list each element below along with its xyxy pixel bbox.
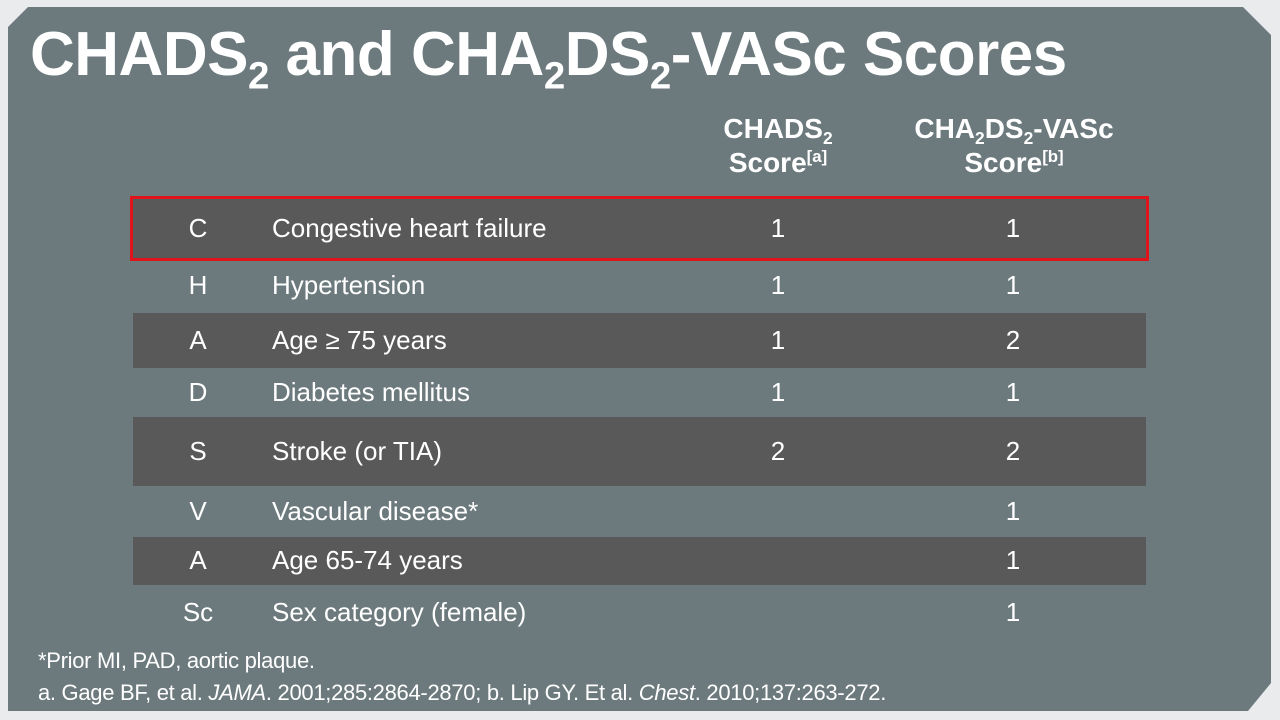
table-row-diabetes: D Diabetes mellitus 1 1 — [133, 368, 1146, 417]
row-label: Hypertension — [272, 269, 426, 300]
vasc-score: 1 — [1005, 544, 1021, 575]
row-label: Age ≥ 75 years — [272, 324, 447, 355]
vasc-score: 2 — [1005, 324, 1021, 355]
table-row-congestive-heart-failure: C Congestive heart failure 1 1 — [130, 196, 1149, 261]
column-header-cha2ds2-vasc: CHA2DS2-VASc Score[b] — [914, 113, 1114, 178]
column-header-chads2: CHADS2 Score[a] — [723, 113, 833, 178]
vasc-score: 1 — [1005, 269, 1021, 300]
row-label: Stroke (or TIA) — [272, 435, 443, 466]
vasc-score: 1 — [1005, 596, 1021, 627]
row-label: Age 65-74 years — [272, 544, 463, 575]
row-letter: Sc — [182, 596, 214, 627]
row-letter: A — [189, 324, 207, 355]
vasc-score: 1 — [1005, 212, 1021, 243]
chads2-score: 1 — [770, 269, 786, 300]
footnote-asterisk: *Prior MI, PAD, aortic plaque. — [38, 648, 315, 673]
table-row-vascular-disease: V Vascular disease* 1 — [133, 486, 1146, 537]
row-letter: A — [189, 544, 207, 575]
table-row-age-75: A Age ≥ 75 years 1 2 — [133, 313, 1146, 368]
vasc-score: 1 — [1005, 376, 1021, 407]
footnote-references: a. Gage BF, et al. JAMA. 2001;285:2864-2… — [38, 680, 887, 705]
row-letter: C — [188, 212, 208, 243]
row-label: Vascular disease* — [272, 495, 479, 526]
chads2-score: 2 — [770, 435, 786, 466]
table-row-sex-category: Sc Sex category (female) 1 — [133, 585, 1146, 641]
table-row-stroke: S Stroke (or TIA) 2 2 — [133, 417, 1146, 486]
table-row-hypertension: H Hypertension 1 1 — [133, 258, 1146, 313]
row-label: Sex category (female) — [272, 596, 527, 627]
chads2-score: 1 — [770, 376, 786, 407]
vasc-score: 1 — [1005, 495, 1021, 526]
row-letter: V — [189, 495, 207, 526]
row-label: Congestive heart failure — [272, 212, 547, 243]
row-letter: D — [188, 376, 208, 407]
chads2-score: 1 — [770, 324, 786, 355]
row-letter: S — [189, 435, 207, 466]
vasc-score: 2 — [1005, 435, 1021, 466]
table-row-age-65-74: A Age 65-74 years 1 — [133, 537, 1146, 585]
row-letter: H — [188, 269, 208, 300]
slide-title: CHADS2 and CHA2DS2-VASc Scores — [30, 20, 1067, 98]
row-label: Diabetes mellitus — [272, 376, 470, 407]
chads2-score: 1 — [770, 212, 786, 243]
